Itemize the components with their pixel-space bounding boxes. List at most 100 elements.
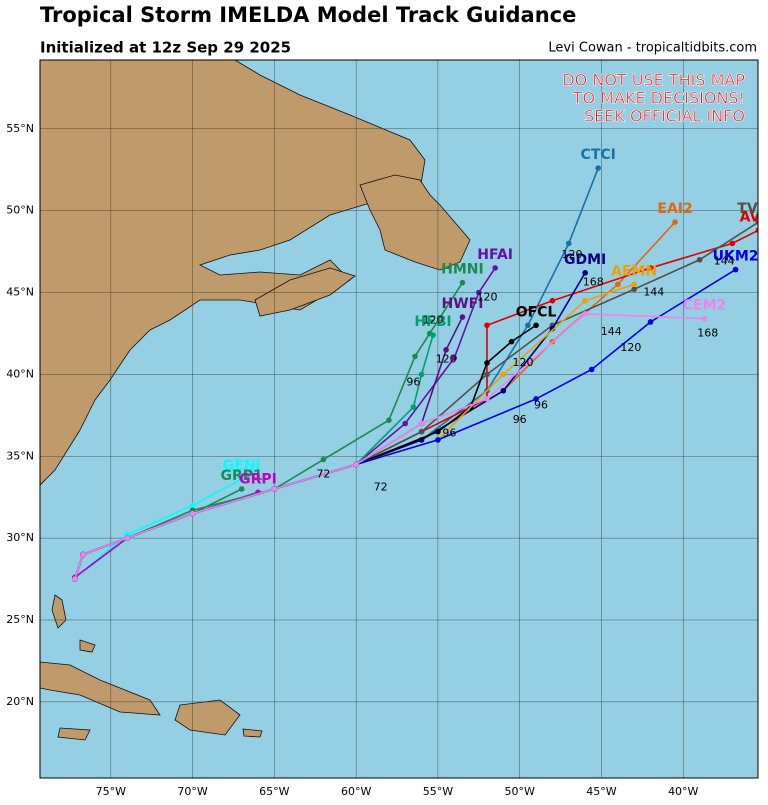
lat-tick-label: 40°N: [6, 367, 34, 380]
hour-label: 120: [512, 356, 533, 369]
track-point: [565, 240, 572, 247]
track-point: [72, 576, 78, 582]
track-point: [484, 322, 490, 329]
hour-label: 120: [423, 313, 444, 326]
track-point: [476, 289, 482, 296]
title: Tropical Storm IMELDA Model Track Guidan…: [40, 3, 576, 27]
lat-tick-label: 35°N: [6, 449, 34, 462]
track-point: [435, 428, 441, 435]
lat-tick-label: 50°N: [6, 204, 34, 217]
track-label: GRP1: [221, 468, 263, 484]
subtitle: Initialized at 12z Sep 29 2025: [40, 39, 291, 57]
track-label: AEMN: [611, 263, 657, 279]
track-label: GENI: [223, 458, 261, 474]
track-point: [647, 319, 654, 325]
hour-label: 168: [583, 276, 604, 289]
lat-tick-label: 20°N: [6, 695, 34, 708]
track-point: [271, 486, 278, 492]
hour-label: 144: [601, 325, 622, 338]
map-frame: [39, 59, 759, 779]
lon-tick-label: 40°W: [668, 785, 698, 798]
credit: Levi Cowan - tropicaltidbits.com: [548, 41, 757, 56]
track-point: [124, 535, 130, 541]
track-point: [320, 456, 327, 463]
lon-tick-label: 60°W: [341, 785, 371, 798]
track-point: [525, 322, 531, 329]
hour-label: 120: [476, 290, 497, 303]
lon-tick-label: 70°W: [177, 785, 207, 798]
track-point: [238, 486, 245, 492]
track-label: CEM2: [683, 298, 727, 314]
hour-label: 96: [534, 398, 548, 411]
lat-tick-label: 30°N: [6, 531, 34, 544]
hour-label: 96: [406, 376, 420, 389]
hour-label: 144: [714, 254, 735, 267]
track-label: HMNI: [441, 262, 484, 278]
track-point: [615, 281, 621, 288]
track-point: [492, 265, 498, 271]
track-point: [672, 219, 678, 225]
hour-label: 72: [374, 480, 388, 493]
track-label: CTCI: [581, 147, 616, 163]
track-label: UKM2: [713, 249, 759, 265]
track-point: [80, 551, 86, 558]
track-point: [189, 510, 196, 517]
track-line: [74, 478, 243, 579]
track-label: HFBI: [414, 314, 451, 330]
lat-tick-label: 45°N: [6, 286, 34, 299]
track-label: GDMI: [564, 252, 606, 268]
warning: DO NOT USE THIS MAP TO MAKE DECISIONS! S…: [562, 70, 746, 126]
track-point: [647, 265, 654, 271]
track-point: [418, 428, 425, 435]
track-point: [582, 270, 588, 276]
hour-label: 120: [436, 353, 457, 366]
track-label: OFCL: [516, 304, 557, 320]
track-point: [549, 297, 556, 304]
track-point: [484, 371, 490, 378]
track-point: [353, 461, 359, 468]
lon-tick-label: 50°W: [505, 785, 535, 798]
track-point: [459, 314, 466, 320]
track-label: HFAI: [477, 247, 513, 263]
hour-label: 144: [643, 286, 664, 299]
track-point: [508, 338, 515, 345]
track-point: [459, 279, 466, 286]
track-label: HWFI: [441, 296, 483, 312]
warning-line: SEEK OFFICIAL INFO: [584, 107, 745, 126]
track-point: [533, 322, 539, 329]
track-point: [533, 396, 539, 402]
track-point: [410, 404, 417, 410]
track-point: [595, 165, 602, 171]
track-point: [484, 360, 490, 366]
hour-label: 120: [562, 248, 583, 261]
track-point: [588, 366, 595, 373]
lat-tick-label: 25°N: [6, 613, 34, 626]
track-point: [729, 240, 736, 247]
track-point: [732, 266, 739, 273]
track-point: [582, 297, 588, 304]
track-label: TVCN: [737, 201, 768, 217]
track-point: [500, 387, 507, 394]
track-point: [435, 437, 441, 443]
track-point: [430, 332, 436, 338]
hour-label: 72: [316, 467, 330, 480]
track-point: [451, 355, 458, 361]
track-label: EAI2: [657, 201, 692, 217]
track-point: [755, 219, 758, 225]
track-point: [701, 315, 708, 322]
track-point: [443, 347, 449, 353]
track-point: [582, 310, 588, 317]
warning-line: TO MAKE DECISIONS!: [572, 89, 745, 108]
track-point: [402, 420, 409, 427]
hour-label: 120: [620, 341, 641, 354]
lon-tick-label: 75°W: [96, 785, 126, 798]
track-point: [418, 420, 425, 427]
track-label: GRPI: [239, 471, 277, 487]
lon-tick-label: 65°W: [259, 785, 289, 798]
track-label: AVNI: [740, 209, 768, 225]
track-point: [412, 353, 418, 360]
warning-line: DO NOT USE THIS MAP: [562, 71, 745, 90]
hour-label: 168: [697, 326, 718, 339]
